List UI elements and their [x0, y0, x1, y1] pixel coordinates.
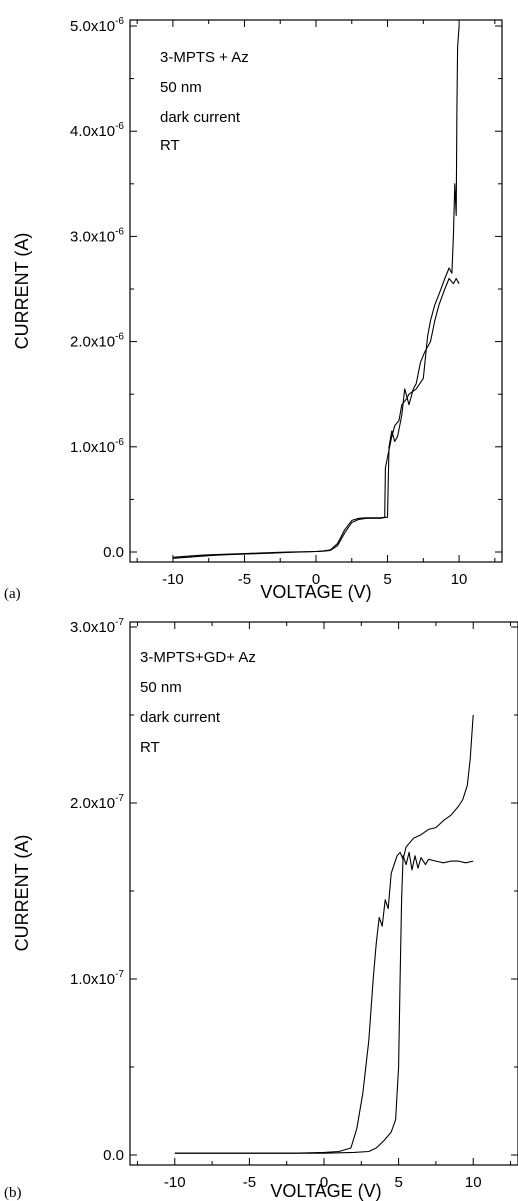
y-tick-label: 4.0x10-6: [70, 121, 124, 140]
y-tick-label: 2.0x10-7: [70, 793, 124, 812]
annotation-line: RT: [160, 137, 180, 154]
x-tick-label: -5: [238, 571, 251, 588]
plot-frame: [129, 19, 503, 563]
x-tick-label: -10: [164, 1174, 186, 1191]
x-tick-label: 0: [320, 1174, 328, 1191]
series-line: [172, 277, 460, 558]
axis-ticks: [130, 622, 518, 1165]
series-line: [172, 25, 460, 559]
y-tick-label: 5.0x10-6: [70, 16, 124, 35]
annotation-line: 3-MPTS + Az: [160, 49, 249, 66]
x-tick-label: -10: [162, 571, 184, 588]
x-tick-labels: -10 -5 0 5 10: [164, 1174, 482, 1191]
x-tick-label: 10: [451, 571, 468, 588]
y-tick-label: 0.0: [103, 1147, 124, 1164]
panel-label: (b): [4, 1185, 22, 1201]
annotation-line: 50 nm: [140, 679, 182, 696]
panel-label: (a): [4, 586, 21, 602]
annotation-line: dark current: [140, 709, 221, 726]
series-line: [174, 851, 474, 1154]
series-lines: [174, 714, 474, 1154]
annotation-line: 3-MPTS+GD+ Az: [140, 649, 256, 666]
axis-ticks: [130, 20, 502, 562]
series-line: [174, 714, 474, 1154]
annotation-line: dark current: [160, 109, 241, 126]
y-tick-label: 0.0: [103, 544, 124, 561]
x-tick-label: 5: [394, 1174, 402, 1191]
y-tick-labels: 0.0 1.0x10-6 2.0x10-6 3.0x10-6 4.0x10-6 5.0x1…: [70, 16, 124, 561]
y-tick-labels: 0.0 1.0x10-7 2.0x10-7 3.0x10-7: [70, 617, 124, 1164]
y-tick-label: 3.0x10-6: [70, 226, 124, 245]
plot-frame: [129, 621, 518, 1166]
y-tick-label: 3.0x10-7: [70, 617, 124, 636]
x-axis-label: VOLTAGE (V): [270, 1181, 381, 1201]
annotation-line: 50 nm: [160, 79, 202, 96]
annotation-line: RT: [140, 739, 160, 756]
x-tick-label: 10: [465, 1174, 482, 1191]
x-tick-label: 5: [383, 571, 391, 588]
y-tick-label: 1.0x10-7: [70, 969, 124, 988]
y-axis-label: CURRENT (A): [12, 835, 32, 952]
x-tick-label: 0: [312, 571, 320, 588]
x-tick-labels: -10 -5 0 5 10: [162, 571, 467, 588]
series-lines: [172, 25, 460, 559]
chart-panel-b: 0.0 1.0x10-7 2.0x10-7 3.0x10-7 -10 -5 0 5 10 VO…: [4, 617, 518, 1201]
x-tick-label: -5: [243, 1174, 256, 1191]
chart-panel-a: 0.0 1.0x10-6 2.0x10-6 3.0x10-6 4.0x10-6 5.0x1…: [4, 16, 503, 602]
y-tick-label: 2.0x10-6: [70, 332, 124, 351]
x-axis-label: VOLTAGE (V): [260, 582, 371, 602]
y-tick-label: 1.0x10-6: [70, 437, 124, 456]
y-axis-label: CURRENT (A): [12, 233, 32, 350]
